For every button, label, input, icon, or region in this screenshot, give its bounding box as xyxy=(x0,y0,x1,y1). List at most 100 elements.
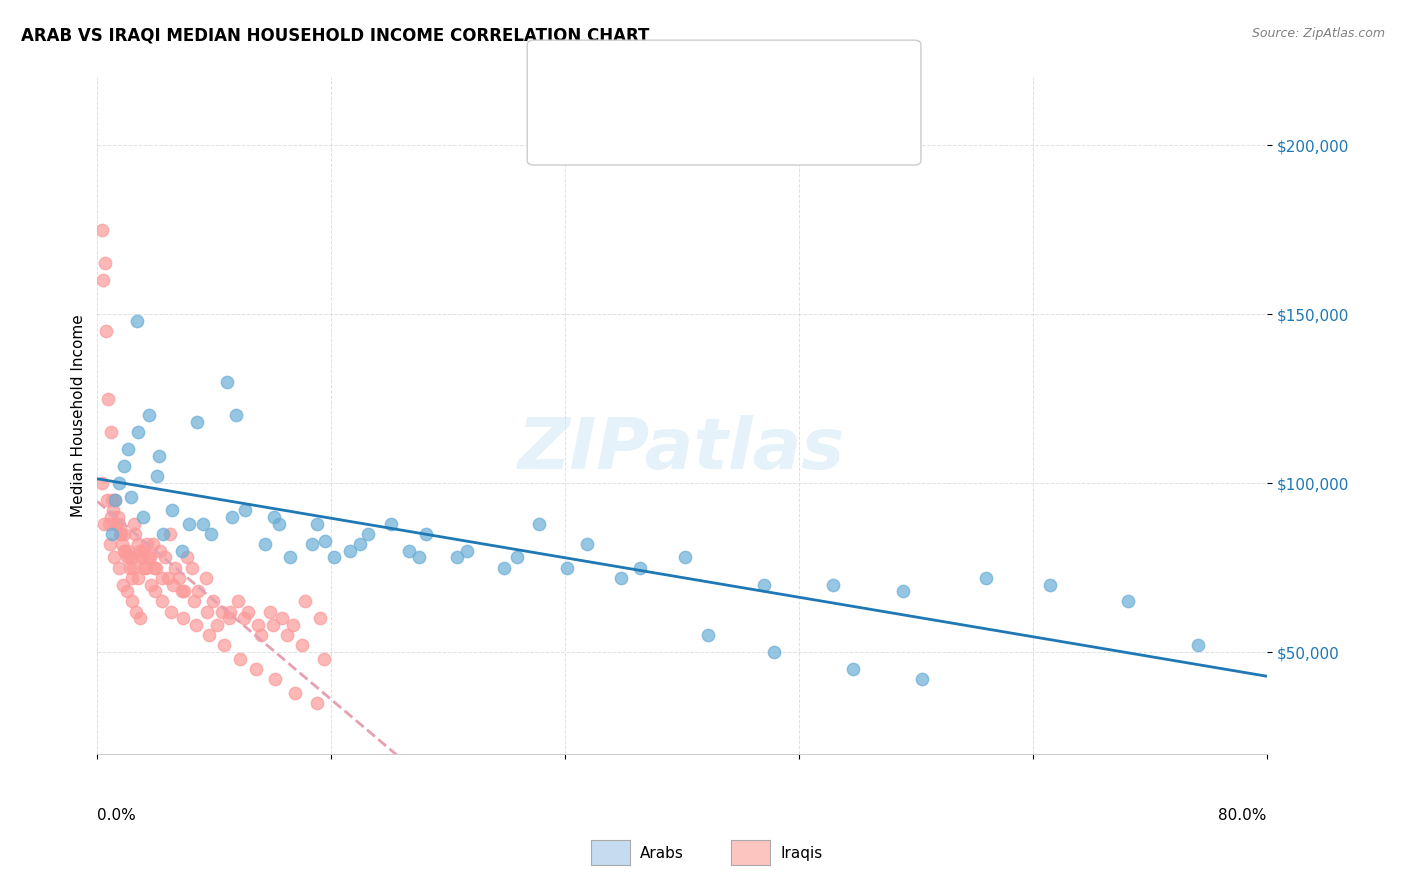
Arabs xyxy=(225,409,247,423)
Iraqis xyxy=(205,618,228,632)
Iraqis xyxy=(127,571,149,585)
Iraqis xyxy=(124,526,146,541)
Iraqis xyxy=(111,577,134,591)
Arabs xyxy=(673,550,696,565)
Iraqis xyxy=(122,516,145,531)
Iraqis xyxy=(125,605,148,619)
Arabs xyxy=(127,425,149,440)
Arabs xyxy=(398,543,420,558)
Iraqis xyxy=(259,605,281,619)
Arabs xyxy=(125,314,148,328)
Text: N =: N = xyxy=(717,120,751,134)
Iraqis xyxy=(283,618,305,632)
Iraqis xyxy=(163,560,186,574)
Arabs xyxy=(160,503,183,517)
Iraqis xyxy=(117,584,139,599)
Arabs xyxy=(120,490,142,504)
Iraqis xyxy=(219,605,242,619)
Iraqis xyxy=(121,571,143,585)
Arabs xyxy=(628,560,651,574)
Iraqis xyxy=(143,584,166,599)
Iraqis xyxy=(131,543,153,558)
Arabs xyxy=(752,577,775,591)
Iraqis xyxy=(118,560,141,574)
Text: 59: 59 xyxy=(756,75,778,89)
Iraqis xyxy=(232,611,254,625)
Arabs xyxy=(191,516,214,531)
Text: Iraqis: Iraqis xyxy=(780,847,823,861)
Iraqis xyxy=(312,652,335,666)
Text: R =: R = xyxy=(588,120,621,134)
Arabs xyxy=(148,449,170,463)
Iraqis xyxy=(284,686,307,700)
Iraqis xyxy=(121,594,143,608)
Iraqis xyxy=(93,256,115,270)
Iraqis xyxy=(98,516,121,531)
Arabs xyxy=(101,526,124,541)
Iraqis xyxy=(250,628,273,642)
Iraqis xyxy=(229,652,252,666)
Arabs xyxy=(254,537,277,551)
Iraqis xyxy=(101,493,124,508)
Arabs xyxy=(527,516,550,531)
Iraqis xyxy=(103,550,125,565)
Iraqis xyxy=(138,550,160,565)
Arabs xyxy=(349,537,371,551)
Arabs xyxy=(911,672,934,686)
Text: 0.0%: 0.0% xyxy=(97,807,136,822)
Iraqis xyxy=(104,516,127,531)
Iraqis xyxy=(294,594,316,608)
Arabs xyxy=(200,526,222,541)
Iraqis xyxy=(90,222,112,236)
Iraqis xyxy=(129,611,152,625)
Iraqis xyxy=(97,392,120,406)
Arabs xyxy=(555,560,578,574)
Arabs xyxy=(117,442,139,457)
Iraqis xyxy=(218,611,240,625)
Iraqis xyxy=(127,537,149,551)
Iraqis xyxy=(110,526,132,541)
Arabs xyxy=(506,550,529,565)
Iraqis xyxy=(201,594,224,608)
Iraqis xyxy=(129,550,152,565)
Iraqis xyxy=(121,550,143,565)
Arabs xyxy=(974,571,997,585)
Iraqis xyxy=(131,550,153,565)
Iraqis xyxy=(149,543,172,558)
Iraqis xyxy=(198,628,221,642)
Arabs xyxy=(221,509,243,524)
Arabs xyxy=(821,577,844,591)
Iraqis xyxy=(195,605,218,619)
Iraqis xyxy=(100,509,122,524)
Iraqis xyxy=(91,476,114,491)
Iraqis xyxy=(172,611,194,625)
Arabs xyxy=(186,415,208,429)
Iraqis xyxy=(115,550,138,565)
Iraqis xyxy=(145,560,167,574)
Iraqis xyxy=(212,638,235,652)
Y-axis label: Median Household Income: Median Household Income xyxy=(72,314,86,516)
Iraqis xyxy=(187,584,209,599)
Arabs xyxy=(415,526,437,541)
Iraqis xyxy=(96,493,118,508)
Iraqis xyxy=(94,324,117,338)
Iraqis xyxy=(184,618,207,632)
Iraqis xyxy=(291,638,314,652)
Iraqis xyxy=(152,594,174,608)
Iraqis xyxy=(167,571,190,585)
Text: N =: N = xyxy=(717,75,751,89)
Text: ARAB VS IRAQI MEDIAN HOUSEHOLD INCOME CORRELATION CHART: ARAB VS IRAQI MEDIAN HOUSEHOLD INCOME CO… xyxy=(21,27,650,45)
Iraqis xyxy=(139,550,162,565)
Iraqis xyxy=(135,560,157,574)
Iraqis xyxy=(128,543,150,558)
Arabs xyxy=(1116,594,1139,608)
Iraqis xyxy=(308,611,330,625)
Iraqis xyxy=(117,543,139,558)
Iraqis xyxy=(176,550,198,565)
Iraqis xyxy=(105,516,128,531)
Iraqis xyxy=(262,618,284,632)
Iraqis xyxy=(162,577,184,591)
Arabs xyxy=(305,516,328,531)
Iraqis xyxy=(108,516,131,531)
Text: ZIPatlas: ZIPatlas xyxy=(519,415,846,483)
